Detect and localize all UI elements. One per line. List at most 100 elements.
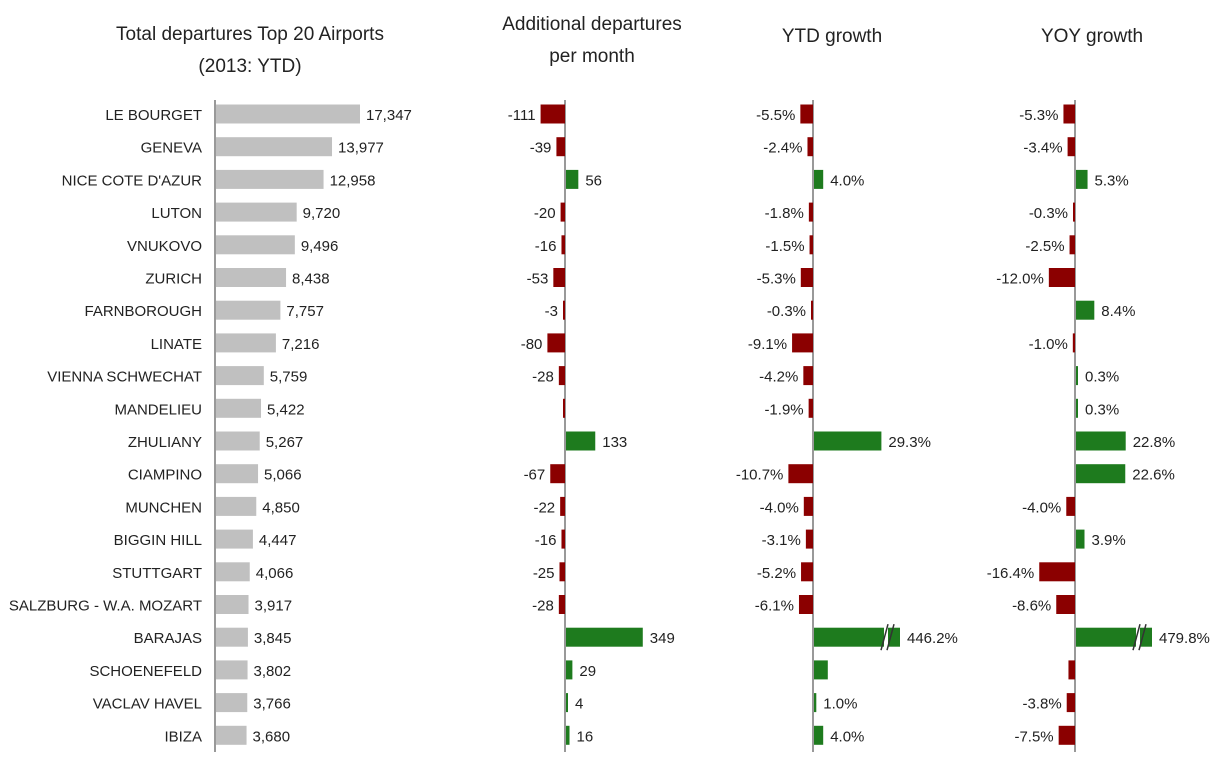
panel-4-value-label: -12.0% <box>996 271 1044 288</box>
panel-2-value-label: 133 <box>602 434 627 451</box>
total-bar <box>216 300 281 320</box>
panel-4-value-label: 8.4% <box>1101 303 1135 320</box>
panel-4-value-label: 479.8% <box>1159 630 1210 647</box>
total-bar <box>216 333 276 353</box>
panel-4-positive-bar <box>1076 464 1126 484</box>
panel-2-negative-bar <box>560 496 565 516</box>
panel-4-negative-bar <box>1063 104 1075 124</box>
panel-4-negative-bar <box>1058 725 1075 745</box>
panel-1-title-line-1: Total departures Top 20 Airports <box>116 24 384 45</box>
panel-2-value-label: -28 <box>532 369 554 386</box>
panel-3-negative-bar <box>808 398 813 418</box>
panel-3-positive-bar <box>814 627 884 647</box>
total-value-label: 3,680 <box>253 728 291 745</box>
total-bar <box>216 137 333 157</box>
panel-4-positive-bar <box>1076 529 1085 549</box>
panel-4-negative-bar <box>1066 693 1075 713</box>
total-value-label: 7,757 <box>286 303 324 320</box>
total-bar <box>216 725 247 745</box>
panel-4-positive-bar <box>1076 627 1136 647</box>
panel-4-negative-bar <box>1073 202 1075 222</box>
panel-2-negative-bar <box>560 202 565 222</box>
total-value-label: 9,496 <box>301 238 339 255</box>
panel-2-negative-bar <box>553 268 565 287</box>
panel-4-value-label: 0.3% <box>1085 401 1119 418</box>
panel-2-negative-bar <box>558 366 565 386</box>
panel-3-value-label: -0.3% <box>767 303 806 320</box>
panel-2-value-label: -25 <box>533 565 555 582</box>
panel-4-value-label: 22.8% <box>1133 434 1176 451</box>
panel-4-value-label: -8.6% <box>1012 598 1051 615</box>
panel-4-value-label: -16.4% <box>987 565 1035 582</box>
panel-3-value-label: -4.2% <box>759 369 798 386</box>
panel-2-value-label: -22 <box>533 499 555 516</box>
axis-break-mark <box>1132 624 1141 651</box>
panel-3-negative-bar <box>805 529 813 549</box>
category-label: MUNCHEN <box>125 499 202 516</box>
category-label: BIGGIN HILL <box>114 532 202 549</box>
category-label: STUTTGART <box>112 565 202 582</box>
total-value-label: 12,958 <box>330 172 376 189</box>
category-label: VNUKOVO <box>127 238 202 255</box>
panel-4-value-label: 3.9% <box>1092 532 1126 549</box>
panel-4-negative-bar <box>1039 562 1075 582</box>
panel-3-negative-bar <box>803 496 813 516</box>
panel-3-value-label: -5.2% <box>757 565 796 582</box>
panel-2-value-label: -16 <box>535 532 557 549</box>
panel-3-negative-bar <box>808 202 813 222</box>
total-value-label: 5,267 <box>266 434 304 451</box>
panel-2-value-label: -20 <box>534 205 556 222</box>
category-label: MANDELIEU <box>114 401 202 418</box>
category-label: CIAMPINO <box>128 467 202 484</box>
panel-2-negative-bar <box>556 137 565 157</box>
panel-3-positive-bar <box>814 431 882 451</box>
panel-3-negative-bar <box>800 268 813 287</box>
panel-4-negative-bar <box>1072 333 1075 353</box>
panel-3-value-label: -5.5% <box>756 107 795 124</box>
panel-3-value-label: 4.0% <box>830 172 864 189</box>
category-label: ZHULIANY <box>128 434 202 451</box>
panel-3-value-label: 1.0% <box>823 696 857 713</box>
category-label: LE BOURGET <box>105 107 202 124</box>
total-value-label: 5,066 <box>264 467 302 484</box>
panel-4-positive-bar <box>1076 300 1095 320</box>
total-value-label: 5,759 <box>270 369 308 386</box>
panel-2-value-label: 349 <box>650 630 675 647</box>
total-value-label: 4,850 <box>262 499 300 516</box>
panel-3-positive-bar <box>814 169 824 189</box>
total-value-label: 3,766 <box>253 696 291 713</box>
panel-1-title-line-2: (2013: YTD) <box>198 56 301 77</box>
panel-4-value-label: -3.8% <box>1023 696 1062 713</box>
panel-2-positive-bar <box>566 693 568 713</box>
panel-3-positive-bar-continuation <box>888 627 900 647</box>
panel-4-positive-bar <box>1076 431 1126 451</box>
panel-3-value-label: -4.0% <box>760 499 799 516</box>
category-label: IBIZA <box>164 728 202 745</box>
panel-3-positive-bar <box>814 660 828 680</box>
panel-2-positive-bar <box>566 431 596 451</box>
panel-4-positive-bar <box>1076 169 1088 189</box>
panel-4-value-label: 5.3% <box>1095 172 1129 189</box>
total-value-label: 8,438 <box>292 271 330 288</box>
panel-4-value-label: 22.6% <box>1132 467 1175 484</box>
panel-3-value-label: -1.5% <box>765 238 804 255</box>
panel-2-negative-bar <box>563 300 565 320</box>
panel-4-value-label: -7.5% <box>1014 728 1053 745</box>
panel-2-value-label: -39 <box>530 140 552 157</box>
panel-3-negative-bar <box>800 104 813 124</box>
total-bar <box>216 431 260 451</box>
total-value-label: 4,447 <box>259 532 297 549</box>
panel-2-title-line-2: per month <box>549 46 635 67</box>
panel-4-negative-bar <box>1048 268 1075 287</box>
category-label: LUTON <box>151 205 202 222</box>
panel-3-value-label: 4.0% <box>830 728 864 745</box>
panel-2-negative-bar <box>558 595 565 614</box>
panel-2-value-label: -3 <box>545 303 558 320</box>
total-value-label: 7,216 <box>282 336 320 353</box>
panel-3-negative-bar <box>788 464 813 484</box>
panel-3-value-label: -9.1% <box>748 336 787 353</box>
panel-3-positive-bar <box>814 725 824 745</box>
panel-4-negative-bar <box>1067 137 1075 157</box>
panel-2-positive-bar <box>566 627 643 647</box>
panel-4-negative-bar <box>1068 660 1075 680</box>
